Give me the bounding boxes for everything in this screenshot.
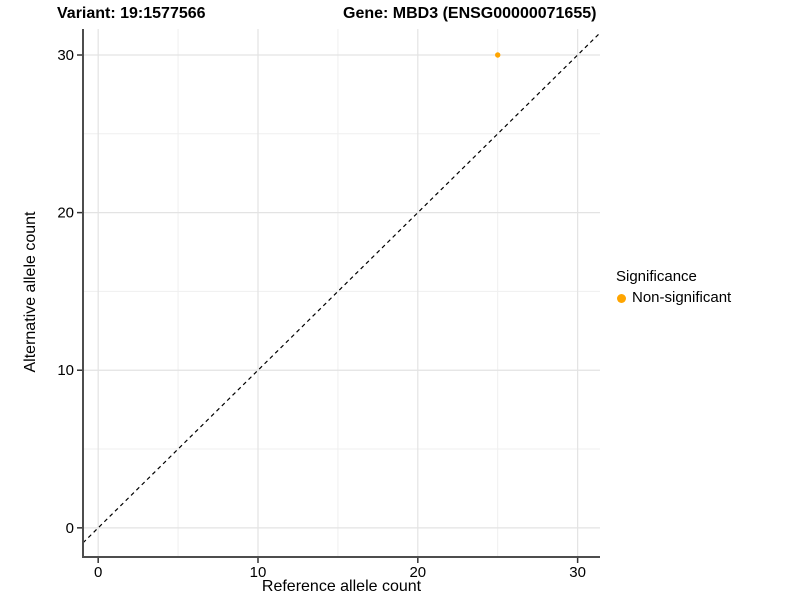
y-tick-label: 20: [57, 205, 74, 222]
x-tick-label: 10: [250, 564, 267, 581]
legend-point-icon: [617, 293, 626, 303]
x-tick-label: 30: [569, 564, 586, 581]
legend-title: Significance: [616, 268, 697, 285]
x-tick-label: 20: [409, 564, 426, 581]
plot-title-variant: Variant: 19:1577566: [57, 5, 206, 22]
y-tick-label: 0: [66, 520, 74, 537]
legend-item-label: Non-significant: [632, 289, 732, 306]
data-point: [495, 52, 501, 58]
legend-item: Non-significant: [612, 289, 731, 307]
y-tick-label: 10: [57, 362, 74, 379]
plot-title-gene: Gene: MBD3 (ENSG00000071655): [343, 5, 597, 22]
legend: Significance Non-significant: [612, 268, 731, 307]
identity-line: [82, 32, 601, 544]
x-axis-title: Reference allele count: [261, 578, 422, 595]
y-axis-title: Alternative allele count: [22, 211, 39, 373]
y-tick-label: 30: [57, 47, 74, 64]
x-tick-label: 0: [94, 564, 102, 581]
